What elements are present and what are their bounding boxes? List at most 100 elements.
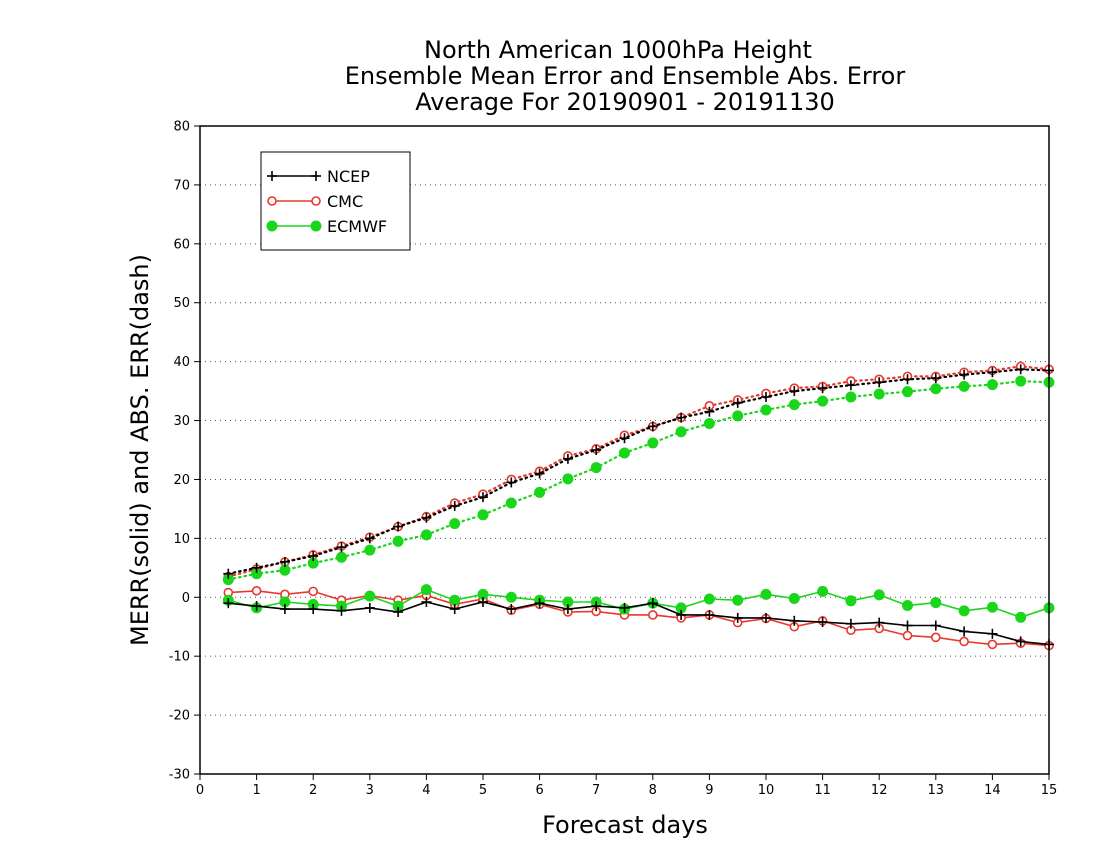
y-tick-label-40: 40 <box>173 355 190 370</box>
ncep-merr-point-14 <box>619 602 630 613</box>
ecmwf-abserr-point-11 <box>534 486 546 498</box>
ncep-abserr-point-27 <box>987 367 998 378</box>
ncep-merr-point-4 <box>336 605 347 616</box>
x-tick-label-2: 2 <box>309 783 317 798</box>
x-tick-label-7: 7 <box>592 783 600 798</box>
ncep-abserr-point-1 <box>251 562 262 573</box>
ncep-abserr-point-15 <box>647 421 658 432</box>
y-axis-ticks: 80 70 60 50 40 30 20 10 0 -10 -20 -30 <box>169 120 200 783</box>
ncep-abs-error-series <box>223 364 1054 579</box>
ncep-abserr-point-4 <box>336 542 347 553</box>
ncep-abserr-point-23 <box>874 377 885 388</box>
ecmwf-merr-point-7 <box>420 584 432 596</box>
ncep-abserr-point-9 <box>478 492 488 503</box>
ecmwf-abserr-point-22 <box>845 391 857 403</box>
ncep-abs-error-line <box>227 368 1051 575</box>
ncep-merr-point-9 <box>478 596 488 607</box>
ecmwf-merr-point-23 <box>873 589 885 601</box>
ncep-merr-point-2 <box>279 604 290 615</box>
y-tick-label-0: 0 <box>182 591 190 606</box>
ncep-merr-point-7 <box>421 596 432 607</box>
ecmwf-abserr-point-10 <box>505 497 517 509</box>
ecmwf-abserr-point-6 <box>392 535 404 547</box>
legend-marker-start-cmc <box>267 196 277 206</box>
y-tick-label--30: -30 <box>169 768 190 783</box>
x-tick-label-0: 0 <box>196 783 204 798</box>
ecmwf-merr-point-10 <box>505 591 517 603</box>
x-tick-label-12: 12 <box>871 783 888 798</box>
ncep-abserr-point-3 <box>308 551 319 562</box>
ecmwf-merr-point-27 <box>986 601 998 613</box>
ecmwf-merr-point-28 <box>1015 611 1027 623</box>
ncep-merr-point-0 <box>223 598 234 609</box>
ncep-mean-error-series <box>223 596 1054 650</box>
ecmwf-abserr-point-18 <box>732 410 744 422</box>
ncep-merr-point-13 <box>591 601 602 612</box>
ncep-merr-point-24 <box>902 620 913 631</box>
series-layer <box>222 361 1055 651</box>
ncep-merr-point-10 <box>506 604 517 615</box>
ecmwf-abserr-point-8 <box>449 518 461 530</box>
cmc-merr-point-24 <box>902 630 913 641</box>
ecmwf-merr-point-20 <box>788 592 800 604</box>
cmc-merr-point-27 <box>987 639 998 650</box>
ncep-merr-point-22 <box>845 618 856 629</box>
y-tick-label-30: 30 <box>173 414 190 429</box>
ecmwf-abserr-point-14 <box>619 447 630 459</box>
ecmwf-abserr-point-7 <box>420 529 432 541</box>
x-tick-label-4: 4 <box>422 783 430 798</box>
legend-label-ecmwf: ECMWF <box>327 217 387 236</box>
ncep-merr-point-17 <box>704 609 715 620</box>
ncep-abserr-point-26 <box>959 369 970 380</box>
ncep-abserr-point-28 <box>1015 364 1026 375</box>
ecmwf-merr-point-21 <box>817 585 829 597</box>
x-tick-label-9: 9 <box>705 783 713 798</box>
cmc-abs-error-series <box>223 361 1054 582</box>
legend-marker-end-ecmwf <box>310 220 322 232</box>
ecmwf-abserr-point-17 <box>703 417 715 429</box>
ecmwf-abserr-point-26 <box>958 380 970 392</box>
ecmwf-abserr-point-23 <box>873 388 885 400</box>
ncep-abserr-point-5 <box>364 533 375 544</box>
ncep-abserr-point-21 <box>817 383 828 394</box>
ncep-abserr-point-6 <box>393 521 404 532</box>
ncep-merr-point-1 <box>251 601 262 612</box>
ncep-merr-point-18 <box>732 612 743 623</box>
ecmwf-mean-error-line <box>228 588 1050 619</box>
ecmwf-abs-error-series <box>222 375 1055 586</box>
legend-item-ncep: NCEP <box>267 167 370 186</box>
cmc-merr-point-25 <box>930 632 941 643</box>
x-tick-label-6: 6 <box>535 783 543 798</box>
ecmwf-merr-point-26 <box>958 605 970 617</box>
y-tick-label-70: 70 <box>173 178 190 193</box>
ncep-merr-point-5 <box>364 602 375 613</box>
ncep-mean-error-line <box>228 601 1050 646</box>
legend-items: NCEP CMC ECMWF <box>266 167 387 236</box>
cmc-mean-error-series <box>223 585 1054 651</box>
ecmwf-merr-point-5 <box>364 590 376 602</box>
ecmwf-abserr-point-9 <box>477 509 489 521</box>
ncep-abserr-point-14 <box>619 433 630 444</box>
legend: NCEP CMC ECMWF <box>260 151 411 251</box>
cmc-merr-point-1 <box>251 585 262 596</box>
x-tick-label-5: 5 <box>479 783 487 798</box>
y-tick-label-80: 80 <box>173 120 190 135</box>
ncep-merr-point-8 <box>449 604 460 615</box>
ncep-merr-point-25 <box>930 620 941 631</box>
ecmwf-abserr-point-25 <box>930 383 942 395</box>
ncep-abserr-point-10 <box>506 477 517 488</box>
x-axis-ticks: 0 1 2 3 4 5 6 7 8 9 10 11 12 13 14 15 <box>196 774 1057 798</box>
ecmwf-abserr-point-5 <box>364 544 376 556</box>
legend-label-cmc: CMC <box>327 192 363 211</box>
ncep-abserr-point-25 <box>930 373 941 384</box>
legend-label-ncep: NCEP <box>327 167 370 186</box>
legend-item-cmc: CMC <box>267 192 363 211</box>
y-tick-label-10: 10 <box>173 532 190 547</box>
ncep-abserr-point-18 <box>732 397 743 408</box>
ecmwf-abserr-point-13 <box>590 462 602 474</box>
x-tick-label-13: 13 <box>928 783 945 798</box>
ncep-abserr-point-7 <box>421 512 432 523</box>
ncep-abserr-point-8 <box>449 500 460 511</box>
ecmwf-abserr-point-28 <box>1015 375 1027 387</box>
